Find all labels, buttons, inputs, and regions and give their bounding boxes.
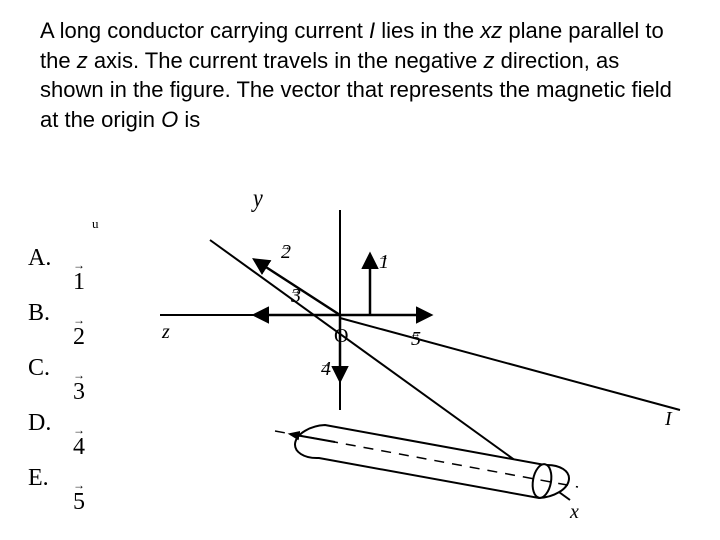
option-number: 3 (73, 379, 85, 405)
vector-arrow-icon: 1 (70, 254, 88, 296)
q-part: is (178, 107, 200, 132)
z-axis-label: z (161, 321, 170, 343)
current-label: I (664, 408, 673, 430)
option-A: A. 1 (28, 245, 88, 300)
vector-arrow-icon: 4 (70, 419, 88, 461)
option-letter: E. (28, 465, 70, 492)
vector-4-label: →4 (320, 358, 331, 380)
option-letter: C. (28, 355, 70, 382)
option-B: B. 2 (28, 300, 88, 355)
q-part: axis. The current travels in the negativ… (88, 48, 484, 73)
vector-arrow-icon: 3 (70, 364, 88, 406)
conductor-cylinder (275, 425, 578, 499)
q-part: lies in the (375, 18, 480, 43)
q-part: A long conductor carrying current (40, 18, 369, 43)
q-italic-z2: z (484, 48, 495, 73)
vector-3-label: →3 (290, 285, 301, 307)
option-number: 4 (73, 434, 85, 460)
option-letter: B. (28, 300, 70, 327)
vector-arrow-icon: 5 (70, 474, 88, 516)
physics-diagram: z x O →1 →2 →3 →4 →5 I (140, 200, 700, 530)
q-italic-xz: xz (480, 18, 502, 43)
q-italic-O: O (161, 107, 178, 132)
vector-1-label: →1 (378, 251, 389, 273)
option-C: C. 3 (28, 355, 88, 410)
stray-u-glyph: u (92, 216, 99, 232)
option-number: 1 (73, 269, 85, 295)
vector-2-label: →2 (280, 241, 291, 263)
q-italic-z: z (77, 48, 88, 73)
option-E: E. 5 (28, 465, 88, 520)
answer-options: A. 1 B. 2 C. 3 D. 4 E. 5 (28, 245, 88, 520)
x-axis-label: x (569, 501, 579, 523)
guide-line (340, 318, 680, 410)
option-D: D. 4 (28, 410, 88, 465)
option-letter: A. (28, 245, 70, 272)
option-number: 2 (73, 324, 85, 350)
option-letter: D. (28, 410, 70, 437)
vector-arrow-icon: 2 (70, 309, 88, 351)
question-text: A long conductor carrying current I lies… (40, 16, 680, 135)
option-number: 5 (73, 489, 85, 515)
diagram-svg: z x O →1 →2 →3 →4 →5 I (140, 200, 700, 530)
